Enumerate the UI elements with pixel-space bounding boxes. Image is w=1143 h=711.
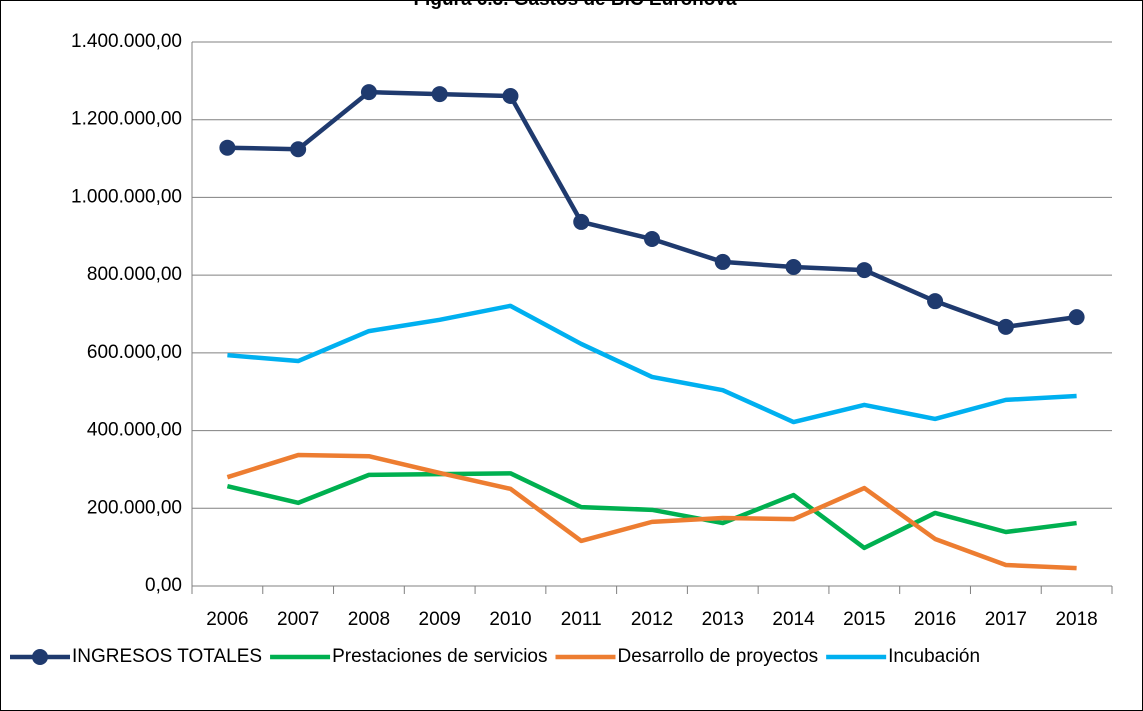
point-marker bbox=[856, 262, 873, 279]
x-tick-label: 2014 bbox=[772, 609, 815, 630]
x-tick-label: 2008 bbox=[348, 609, 390, 630]
series-line bbox=[227, 89, 1077, 330]
x-tick-label: 2007 bbox=[277, 609, 319, 630]
legend-label: Prestaciones de servicios bbox=[332, 646, 547, 667]
point-marker bbox=[573, 213, 590, 230]
x-tick-label: 2018 bbox=[1055, 609, 1097, 630]
y-tick-label: 0,00 bbox=[145, 575, 182, 596]
x-tick-label: 2013 bbox=[702, 609, 744, 630]
legend-label: Incubación bbox=[888, 646, 980, 667]
point-marker bbox=[431, 86, 448, 103]
series-line bbox=[227, 303, 1077, 425]
y-tick-label: 600.000,00 bbox=[87, 342, 182, 363]
legend-label: INGRESOS TOTALES bbox=[72, 646, 262, 667]
x-tick-label: 2006 bbox=[206, 609, 248, 630]
chart-title: Figura 6.3. Gastos de BIC Euronova bbox=[413, 0, 737, 10]
y-tick-label: 400.000,00 bbox=[87, 420, 182, 441]
legend-label: Desarrollo de proyectos bbox=[618, 646, 819, 667]
point-marker bbox=[785, 258, 802, 275]
point-marker bbox=[502, 88, 519, 105]
y-tick-label: 200.000,00 bbox=[87, 497, 182, 518]
x-tick-label: 2017 bbox=[985, 609, 1027, 630]
x-tick-label: 2012 bbox=[631, 609, 673, 630]
point-marker bbox=[927, 293, 944, 310]
x-tick-label: 2015 bbox=[843, 609, 885, 630]
point-marker bbox=[360, 84, 377, 101]
y-tick-label: 800.000,00 bbox=[87, 264, 182, 285]
point-marker bbox=[219, 139, 236, 156]
legend-marker bbox=[32, 649, 48, 665]
point-marker bbox=[714, 253, 731, 270]
x-tick-label: 2011 bbox=[561, 609, 602, 630]
series-line bbox=[226, 452, 1077, 571]
x-tick-label: 2010 bbox=[489, 609, 531, 630]
series-line bbox=[226, 471, 1077, 551]
point-marker bbox=[997, 318, 1014, 335]
x-tick-label: 2016 bbox=[914, 609, 956, 630]
x-tick-label: 2009 bbox=[419, 609, 461, 630]
point-marker bbox=[1068, 309, 1085, 326]
y-tick-label: 1.200.000,00 bbox=[71, 109, 182, 130]
point-marker bbox=[644, 231, 660, 248]
point-marker bbox=[290, 141, 307, 158]
y-tick-label: 1.000.000,00 bbox=[71, 186, 182, 207]
y-tick-label: 1.400.000,00 bbox=[71, 31, 182, 52]
